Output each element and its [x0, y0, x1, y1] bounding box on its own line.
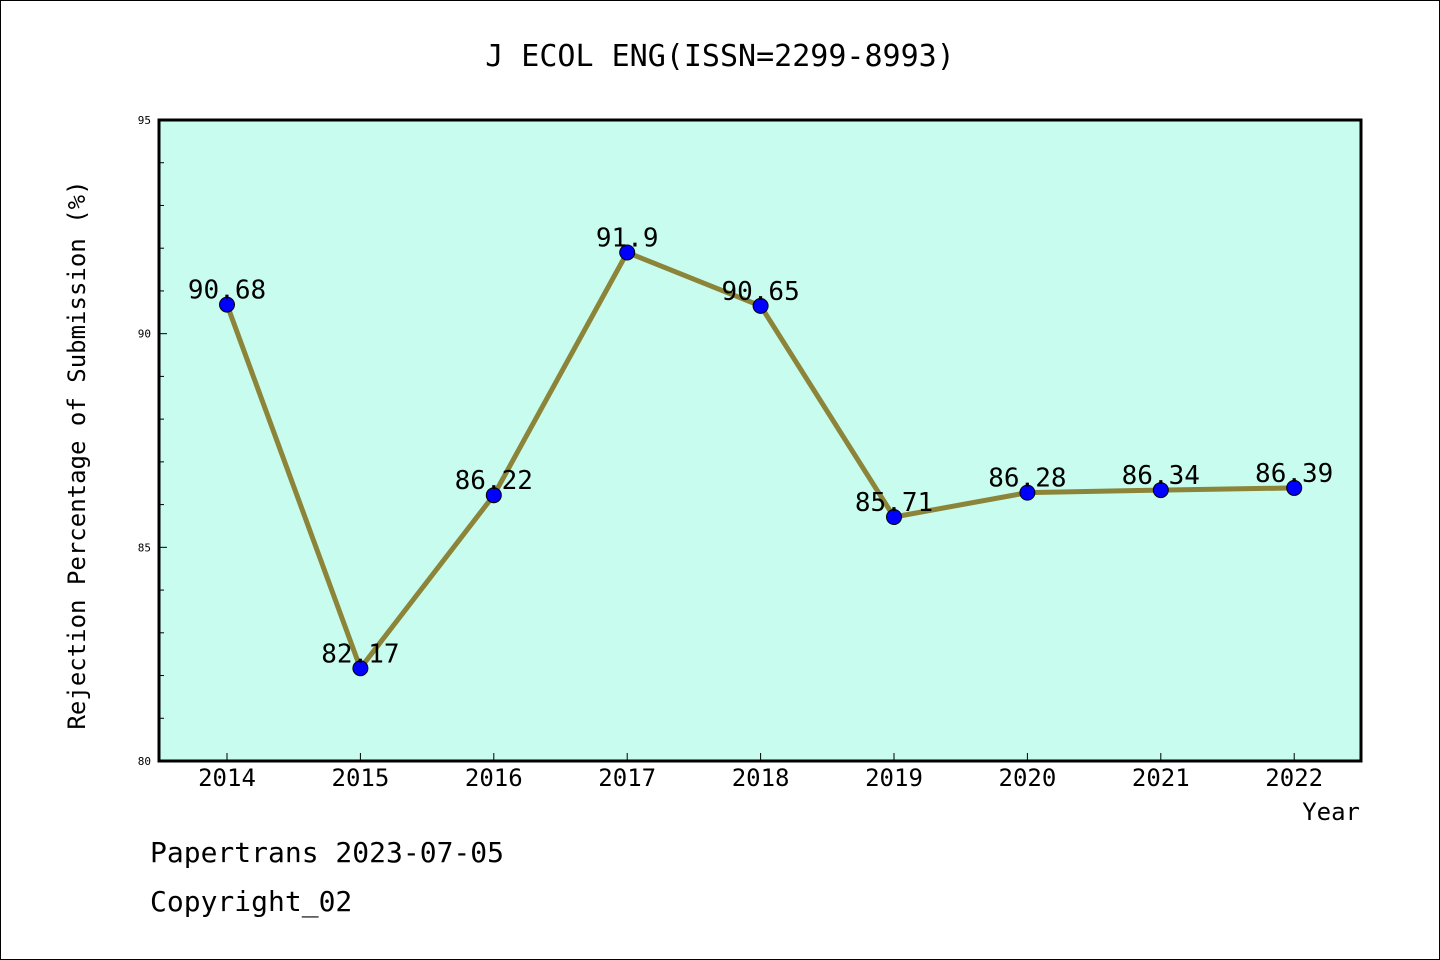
data-label: 86.22: [455, 466, 533, 496]
x-tick-label: 2020: [999, 764, 1057, 792]
x-tick-label: 2016: [465, 764, 523, 792]
x-tick-label: 2022: [1265, 764, 1323, 792]
data-label: 86.28: [988, 464, 1066, 494]
y-tick-label: 90: [138, 328, 151, 341]
data-point: [886, 508, 902, 525]
x-tick-label: 2017: [598, 764, 656, 792]
plot-area: [157, 118, 1363, 763]
x-tick-label: 2018: [732, 764, 790, 792]
y-tick-label: 85: [138, 541, 151, 554]
series-markers: [219, 244, 1303, 677]
data-point: [352, 660, 369, 677]
x-tick-label: 2021: [1132, 764, 1190, 792]
data-label: 86.39: [1255, 459, 1333, 489]
x-axis: 2014 2015 2016 2017 2018 2019 2020 2021 2022: [198, 753, 1323, 792]
x-tick-label: 2014: [198, 764, 256, 792]
data-label: 85.71: [855, 488, 933, 518]
x-tick-label: 2015: [332, 764, 390, 792]
data-labels: 90.68 82.17 86.22 91.9 90.65 85.71 86.28 86.34 8…: [188, 223, 1333, 669]
data-point: [219, 296, 235, 313]
data-point: [485, 487, 502, 504]
data-point: [1019, 484, 1036, 501]
data-label: 86.34: [1122, 461, 1200, 491]
data-point: [752, 297, 769, 314]
data-label: 91.9: [596, 223, 659, 253]
data-label: 82.17: [321, 639, 399, 669]
y-axis-label: Rejection Percentage of Submission (%): [63, 180, 91, 729]
x-axis-label: Year: [1302, 798, 1360, 826]
y-tick-label: 95: [138, 114, 151, 127]
y-axis: 80 85 90 95: [138, 114, 167, 768]
y-tick-label: 80: [138, 755, 151, 768]
x-tick-label: 2019: [865, 764, 923, 792]
footer-date: Papertrans 2023-07-05: [150, 836, 505, 869]
footer-copyright: Copyright_02: [150, 885, 353, 918]
data-point: [1152, 482, 1169, 499]
data-point: [619, 244, 636, 261]
data-label: 90.68: [188, 276, 266, 306]
data-label: 90.65: [721, 277, 799, 307]
data-point: [1286, 479, 1303, 496]
chart-title: J ECOL ENG(ISSN=2299-8993): [485, 39, 955, 74]
